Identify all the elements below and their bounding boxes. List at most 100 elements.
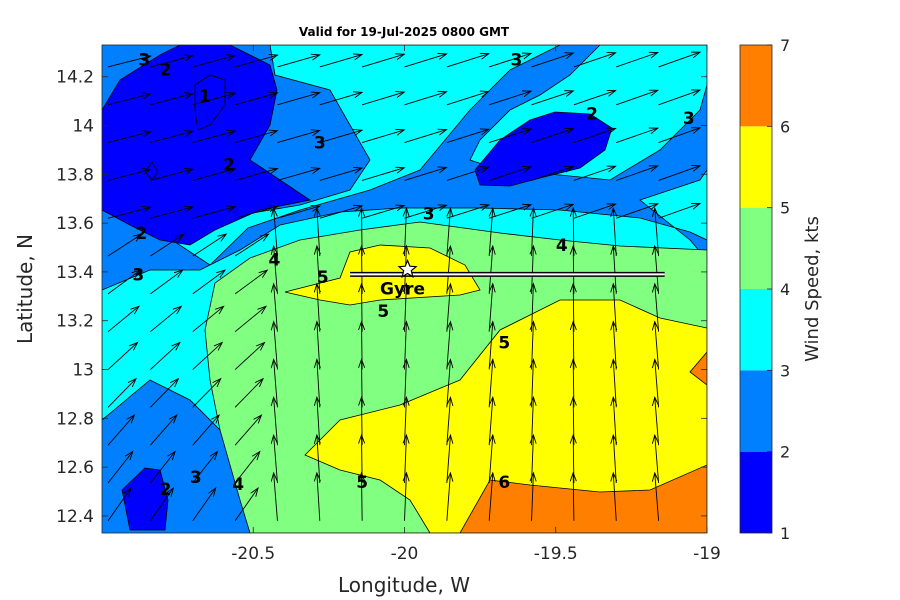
wind-arrow-head (691, 165, 702, 172)
band-6-7b (689, 351, 707, 386)
colorbar-tick-label: 3 (780, 361, 790, 380)
wind-arrow-head (183, 205, 195, 213)
wind-arrow (616, 89, 658, 106)
wind-arrow (654, 321, 660, 370)
wind-arrow-head (522, 128, 533, 135)
band-1-2c (121, 467, 169, 531)
wind-arrow (107, 378, 137, 408)
wind-arrow (654, 472, 660, 521)
wind-arrow (446, 128, 489, 144)
wind-arrow-head (488, 320, 496, 331)
wind-arrow (234, 92, 278, 106)
wind-arrow (654, 245, 660, 294)
wind-arrow-head (254, 377, 264, 388)
wind-arrow-head (258, 269, 269, 278)
wind-arrow (612, 245, 617, 294)
wind-arrow-head (226, 129, 237, 137)
contour-label: 2 (586, 104, 598, 124)
wind-arrow (446, 91, 489, 106)
wind-arrow (192, 168, 236, 181)
wind-arrow (150, 414, 178, 446)
contour-label: 5 (498, 334, 510, 354)
wind-arrow (361, 472, 363, 521)
wind-arrow-head (168, 414, 178, 424)
wind-arrow-head (691, 202, 702, 210)
wind-arrow-head (183, 130, 195, 137)
wind-arrow (446, 397, 451, 446)
contour-label: 5 (317, 268, 329, 288)
wind-arrow-head (606, 203, 617, 211)
wind-arrow (572, 321, 575, 370)
wind-arrow (572, 208, 575, 257)
wind-arrow-head (212, 377, 222, 388)
wind-arrow (489, 128, 532, 144)
wind-arrow-head (529, 471, 537, 482)
wind-arrow-head (395, 204, 406, 212)
wind-arrow (572, 245, 575, 294)
wind-arrow-head (610, 206, 618, 217)
colorbar-tick-label: 7 (780, 36, 790, 55)
chart-title: Valid for 19-Jul-2025 0800 GMT (299, 25, 510, 39)
wind-arrow-head (651, 396, 659, 407)
wind-arrow-head (358, 471, 366, 482)
wind-arrow (361, 245, 363, 294)
wind-arrow-head (488, 433, 496, 444)
wind-arrow (404, 472, 407, 521)
colorbar: 1 2 3 4 5 6 7 (739, 36, 790, 543)
wind-arrow-head (270, 206, 278, 218)
wind-arrow-head (268, 167, 279, 175)
wind-arrow-head (446, 358, 454, 369)
wind-arrow-head (268, 91, 279, 99)
wind-arrow-head (358, 206, 366, 217)
wind-arrow (277, 167, 320, 181)
wind-arrow (361, 208, 363, 257)
wind-arrow-head (170, 377, 180, 388)
wind-arrow-head (402, 395, 410, 406)
wind-arrow (316, 472, 321, 521)
wind-arrow-head (402, 358, 410, 369)
colorbar-segment (740, 370, 772, 452)
contour-label: 3 (683, 109, 695, 129)
wind-arrow (150, 93, 194, 106)
wind-arrow-head (141, 205, 152, 213)
contour-label: 3 (423, 204, 435, 224)
wind-arrow-head (174, 233, 185, 242)
wind-arrow (361, 283, 363, 332)
wind-arrow-head (268, 53, 279, 61)
wind-arrow (488, 283, 494, 332)
wind-arrow-head (651, 471, 659, 482)
wind-arrow-head (651, 282, 659, 293)
contour-label: 3 (190, 468, 202, 488)
wind-arrow (654, 283, 660, 332)
wind-arrow-head (141, 92, 152, 100)
wind-arrow-head (313, 206, 321, 217)
wind-arrow (573, 52, 616, 68)
wind-arrow (654, 208, 660, 257)
y-axis-label: Latitude, N (13, 234, 37, 344)
wind-vectors (107, 51, 702, 522)
wind-arrow-head (208, 486, 217, 497)
wind-arrow-head (564, 165, 575, 173)
wind-arrow (107, 169, 151, 181)
wind-arrow-head (310, 167, 322, 174)
wind-arrow (488, 359, 494, 408)
wind-arrow (404, 359, 407, 408)
wind-arrow-head (131, 269, 142, 278)
wind-arrow (234, 378, 264, 408)
wind-arrow-head (446, 471, 454, 482)
wind-arrow (107, 305, 140, 333)
wind-arrow (234, 130, 278, 144)
wind-arrow-head (268, 129, 279, 137)
contour-label: 3 (511, 51, 523, 71)
wind-arrow-head (691, 127, 702, 134)
colorbar-segment (740, 45, 772, 127)
wind-arrow (319, 91, 363, 106)
wind-arrow (531, 359, 534, 408)
wind-arrow (319, 167, 363, 181)
contour-label: 4 (556, 236, 568, 256)
wind-arrow (316, 397, 321, 446)
wind-arrow (489, 204, 532, 219)
wind-arrow (362, 91, 405, 106)
wind-arrow-head (446, 433, 454, 444)
